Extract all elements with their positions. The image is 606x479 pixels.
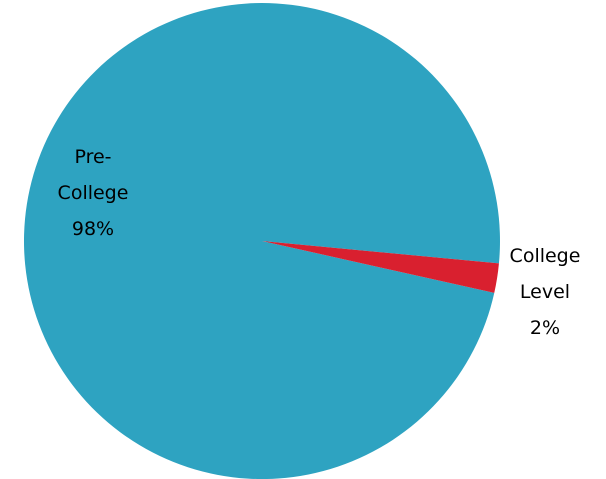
pie-label-line: College (58, 182, 129, 204)
pie-slice-pre-college (23, 3, 500, 479)
pie-label-line: 98% (72, 218, 114, 240)
pie-slice-college-level (262, 241, 499, 293)
slices-layer (23, 3, 500, 479)
pie-label-pre-college: Pre- College 98% (58, 146, 129, 240)
pie-label-line: College (510, 245, 581, 267)
labels-layer: Pre- College 98% College Level 2% (58, 146, 581, 339)
pie-label-line: Level (520, 281, 570, 303)
pie-label-college-level: College Level 2% (510, 245, 581, 339)
pie-label-line: 2% (530, 317, 560, 339)
pie-label-line: Pre- (74, 146, 111, 168)
